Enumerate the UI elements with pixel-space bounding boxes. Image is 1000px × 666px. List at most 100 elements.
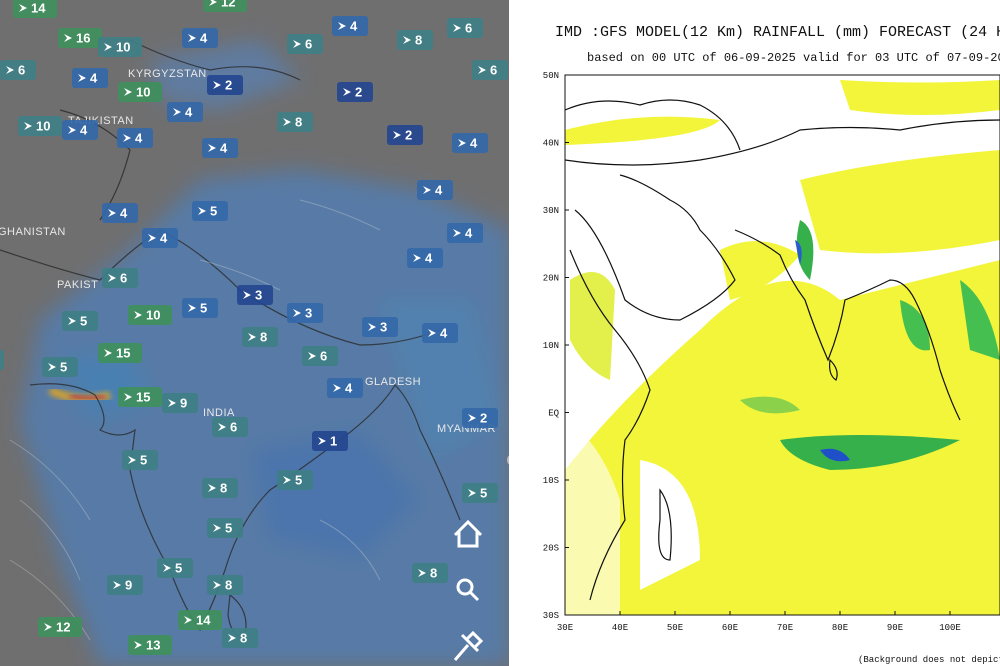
wind-badge: 3 [287,303,323,323]
badge-box [362,317,398,337]
wind-arrow [188,34,196,42]
badge-box [417,180,453,200]
wind-arrow [198,207,206,215]
wind-arrow [453,24,461,32]
wind-badge: 4 [102,203,138,223]
wind-badge: 14 [13,0,57,18]
wind-badge: 5 [462,483,498,503]
wind-arrow [104,349,112,357]
wind-arrow [333,384,341,392]
wind-speed: 4 [200,30,208,45]
wind-arrow [168,399,176,407]
badge-box [312,431,348,451]
wind-badge: 6 [302,346,338,366]
wind-speed: 2 [480,410,487,425]
wind-arrow [19,4,27,12]
wind-arrow [134,311,142,319]
lon-label: 90E [887,623,903,633]
wind-speed: 4 [90,70,98,85]
wind-speed: 4 [80,122,88,137]
wind-arrow [308,352,316,360]
wind-arrow [293,309,301,317]
lat-label: EQ [548,409,559,419]
wind-badge: 14 [178,610,222,630]
place-label: PAKIST [57,279,98,291]
wind-speed: 5 [80,313,87,328]
wind-arrow [228,634,236,642]
wind-speed: 5 [175,560,182,575]
wind-speed: 5 [480,485,487,500]
wind-badge: 6 [102,268,138,288]
wind-speed: 6 [230,419,237,434]
badge-box [18,116,62,136]
wind-badge: 8 [277,112,313,132]
wind-arrow [243,291,251,299]
wind-speed: 5 [140,452,147,467]
badge-box [178,610,222,630]
wind-badge: 2 [337,82,373,102]
wind-badge: 8 [202,478,238,498]
wind-badge: 8 [412,563,448,583]
wind-speed: 4 [135,130,143,145]
wind-speed: 4 [440,325,448,340]
badge-box [327,378,363,398]
wind-speed: 1 [330,433,337,448]
wind-arrow [24,122,32,130]
wind-arrow [213,524,221,532]
wind-arrow [124,88,132,96]
badge-box [222,628,258,648]
badge-box [387,125,423,145]
wind-speed: 4 [220,140,228,155]
wind-speed: 3 [255,287,262,302]
lat-label: 30S [543,611,559,621]
wind-speed: 4 [435,182,443,197]
wind-arrow [338,22,346,30]
wind-badge: 1 [312,431,348,451]
wind-speed: 10 [116,39,130,54]
wind-badge: 8 [207,575,243,595]
search-button[interactable] [456,578,480,602]
badge-box [0,350,4,370]
wind-badge: 5 [157,558,193,578]
wind-badge: 4 [62,120,98,140]
wind-speed: 4 [425,250,433,265]
wind-arrow [68,317,76,325]
coastline [0,39,461,637]
badge-box [242,327,278,347]
wind-speed: 6 [120,270,127,285]
wind-badge: 16 [58,28,102,48]
wind-speed: 16 [76,30,90,45]
wind-speed: 5 [60,359,67,374]
wind-arrow [134,641,142,649]
badge-box [58,28,102,48]
wind-badge: 10 [98,37,142,57]
wind-badge: 5 [122,450,158,470]
wind-badge: 10 [18,116,62,136]
wind-speed: 6 [465,20,472,35]
wind-badge: 4 [417,180,453,200]
wind-speed: 8 [225,577,232,592]
lat-label: 50N [543,71,559,81]
wind-arrow [124,393,132,401]
lat-label: 20S [543,544,559,554]
wind-speed: 14 [31,0,46,15]
wind-map: KYRGYZSTANTAJIKISTANGHANISTANPAKISTINDIA… [0,0,510,666]
wind-arrow [468,489,476,497]
badge-box [302,346,338,366]
wind-speed: 5 [210,203,217,218]
home-button[interactable] [453,519,483,548]
badge-box [397,30,433,50]
wind-speed: 8 [415,32,422,47]
badge-box [207,75,243,95]
badge-box [207,518,243,538]
wind-badge: 0 [0,350,4,370]
wind-badge: 5 [62,311,98,331]
wind-speed: 4 [470,135,478,150]
wind-badge: 5 [42,357,78,377]
badge-box [13,0,57,18]
wind-speed: 12 [221,0,235,9]
graticule-labels: 50N 40N 30N 20N 10N EQ 10S 20S 30S 30E 40E 50E 60E 70… [543,71,961,633]
pin-button[interactable] [453,630,484,661]
wind-badge: 3 [362,317,398,337]
